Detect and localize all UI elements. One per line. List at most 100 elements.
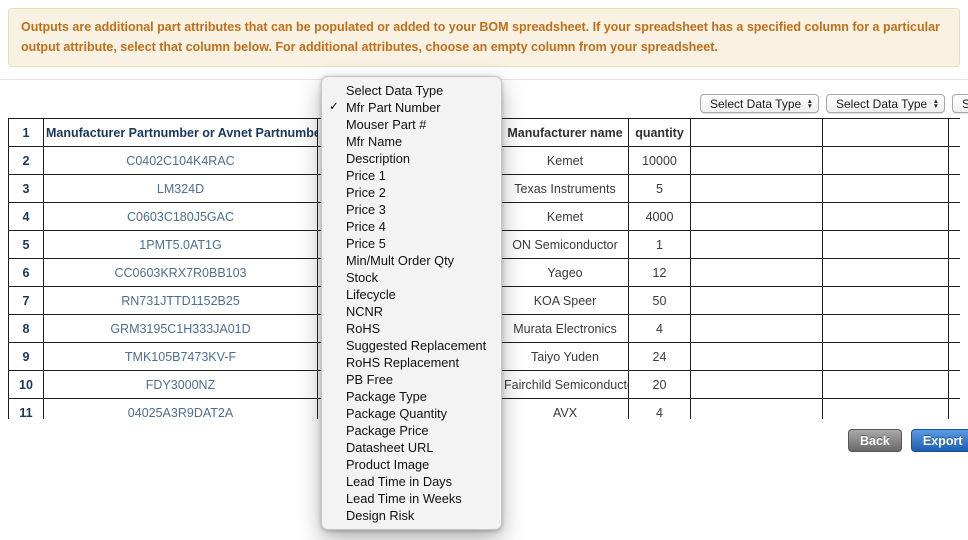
quantity-cell: 24	[628, 342, 691, 371]
menu-item-select-data-type[interactable]: Select Data Type	[346, 83, 444, 98]
export-button[interactable]: Export	[910, 429, 968, 452]
quantity-cell: 4000	[628, 202, 691, 231]
row-number-cell: 7	[8, 286, 44, 315]
empty-cell	[822, 174, 949, 203]
menu-item-pb-free[interactable]: PB Free	[346, 372, 393, 387]
manufacturer-cell: KOA Speer	[501, 286, 629, 315]
quantity-cell: 5	[628, 174, 691, 203]
menu-item-datasheet-url[interactable]: Datasheet URL	[346, 440, 434, 455]
empty-cell	[822, 398, 949, 419]
empty-column-header	[690, 118, 823, 147]
empty-cell	[822, 286, 949, 315]
manufacturer-cell: AVX	[501, 398, 629, 419]
empty-cell	[690, 202, 823, 231]
menu-item-suggested-replacement[interactable]: Suggested Replacement	[346, 338, 487, 353]
quantity-cell: 4	[628, 314, 691, 343]
updown-arrows-icon: ▲ ▼	[806, 97, 813, 110]
menu-item-price-2[interactable]: Price 2	[346, 185, 386, 200]
row-number-cell: 6	[8, 258, 44, 287]
part-number-cell: FDY3000NZ	[43, 370, 318, 399]
quantity-column-header: quantity	[628, 118, 691, 147]
row-number-cell: 8	[8, 314, 44, 343]
action-buttons: Back Export	[848, 429, 968, 452]
menu-item-design-risk[interactable]: Design Risk	[346, 508, 415, 523]
menu-item-min-mult-order-qty[interactable]: Min/Mult Order Qty	[346, 253, 455, 268]
menu-item-price-5[interactable]: Price 5	[346, 236, 386, 251]
manufacturer-cell: Kemet	[501, 202, 629, 231]
check-icon: ✓	[329, 101, 339, 113]
manufacturer-cell: Kemet	[501, 146, 629, 175]
menu-item-mfr-name[interactable]: Mfr Name	[346, 134, 403, 149]
row-number-cell: 11	[8, 398, 44, 419]
menu-item-product-image[interactable]: Product Image	[346, 457, 430, 472]
row-number-cell: 4	[8, 202, 44, 231]
row-number-cell: 3	[8, 174, 44, 203]
back-button[interactable]: Back	[848, 429, 902, 452]
empty-cell	[948, 342, 960, 371]
manufacturer-cell: Fairchild Semiconductor	[501, 370, 629, 399]
empty-cell	[948, 370, 960, 399]
manufacturer-cell: Texas Instruments	[501, 174, 629, 203]
menu-item-mfr-part-number[interactable]: ✓ Mfr Part Number	[322, 99, 501, 116]
menu-item-ncnr[interactable]: NCNR	[346, 304, 383, 319]
part-number-cell: RN731JTTD1152B25	[43, 286, 318, 315]
menu-item-stock[interactable]: Stock	[346, 270, 379, 285]
menu-item-mouser-part[interactable]: Mouser Part #	[346, 117, 427, 132]
menu-item-price-4[interactable]: Price 4	[346, 219, 386, 234]
select-value: Select Data Type	[836, 96, 928, 111]
part-number-cell: LM324D	[43, 174, 318, 203]
manufacturer-cell: Murata Electronics	[501, 314, 629, 343]
menu-item-rohs[interactable]: RoHS	[346, 321, 381, 336]
menu-item-rohs-replacement[interactable]: RoHS Replacement	[346, 355, 460, 370]
output-column-selects: Select Data Type ▲ ▼ Select Data Type ▲ ▼ …	[700, 94, 968, 113]
row-number-cell: 5	[8, 230, 44, 259]
part-number-cell: GRM3195C1H333JA01D	[43, 314, 318, 343]
empty-cell	[948, 230, 960, 259]
empty-cell	[690, 230, 823, 259]
quantity-cell: 20	[628, 370, 691, 399]
empty-cell	[822, 370, 949, 399]
select-data-type-dropdown-3[interactable]: Select Data Type ▲▼	[952, 94, 968, 113]
empty-cell	[690, 398, 823, 419]
select-value: Select Data Type	[710, 96, 802, 111]
quantity-cell: 10000	[628, 146, 691, 175]
menu-item-price-3[interactable]: Price 3	[346, 202, 386, 217]
menu-item-package-quantity[interactable]: Package Quantity	[346, 406, 448, 421]
empty-cell	[822, 202, 949, 231]
empty-column-header	[948, 118, 960, 147]
empty-cell	[948, 286, 960, 315]
partnumber-column-header: Manufacturer Partnumber or Avnet Partnum…	[43, 118, 318, 147]
row-number-cell: 9	[8, 342, 44, 371]
empty-cell	[822, 146, 949, 175]
empty-cell	[822, 342, 949, 371]
empty-cell	[690, 174, 823, 203]
menu-item-lead-time-in-days[interactable]: Lead Time in Days	[346, 474, 452, 489]
select-value: Select Data Type	[962, 96, 968, 111]
empty-cell	[690, 258, 823, 287]
empty-cell	[948, 314, 960, 343]
row-number-cell: 2	[8, 146, 44, 175]
select-data-type-dropdown-1[interactable]: Select Data Type ▲ ▼	[700, 94, 819, 113]
menu-item-price-1[interactable]: Price 1	[346, 168, 386, 183]
manufacturer-cell: ON Semiconductor	[501, 230, 629, 259]
quantity-cell: 12	[628, 258, 691, 287]
empty-cell	[690, 146, 823, 175]
quantity-cell: 1	[628, 230, 691, 259]
part-number-cell: TMK105B7473KV-F	[43, 342, 318, 371]
data-type-dropdown-menu: Select Data Type ✓ Mfr Part Number Mouser…	[321, 76, 502, 530]
part-number-cell: CC0603KRX7R0BB103	[43, 258, 318, 287]
empty-cell	[948, 258, 960, 287]
empty-cell	[822, 314, 949, 343]
select-data-type-dropdown-2[interactable]: Select Data Type ▲ ▼	[826, 94, 945, 113]
menu-item-lead-time-in-weeks[interactable]: Lead Time in Weeks	[346, 491, 462, 506]
menu-item-description[interactable]: Description	[346, 151, 411, 166]
empty-cell	[690, 286, 823, 315]
empty-column-header	[822, 118, 949, 147]
menu-item-lifecycle[interactable]: Lifecycle	[346, 287, 396, 302]
table-row: 7 RN731JTTD1152B25 KOA Speer 50	[8, 286, 960, 315]
manufacturer-cell: Yageo	[501, 258, 629, 287]
menu-item-package-type[interactable]: Package Type	[346, 389, 427, 404]
empty-cell	[948, 174, 960, 203]
empty-cell	[822, 258, 949, 287]
menu-item-package-price[interactable]: Package Price	[346, 423, 429, 438]
